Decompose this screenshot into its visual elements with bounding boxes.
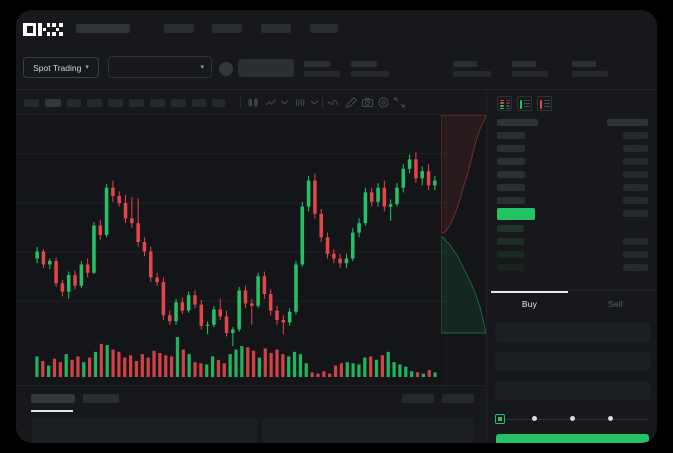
market-depth-overlay (441, 115, 486, 334)
orderbook-bid-row[interactable] (497, 251, 524, 258)
order-price-input[interactable] (495, 323, 650, 342)
orderbook-size-row (623, 238, 648, 245)
orderbook-ask-row[interactable] (497, 184, 525, 191)
wave-chart-icon[interactable] (327, 96, 340, 109)
stat-last-price (304, 61, 340, 77)
orderbook-size-row (623, 132, 648, 139)
app-screen: Spot Trading ▾ ▾ (16, 10, 657, 443)
timeframe-3[interactable] (67, 99, 81, 107)
orderbook-ask-row[interactable] (497, 145, 525, 152)
orderbook-size-row (623, 264, 648, 271)
slider-handle[interactable] (495, 414, 505, 424)
timeframe-8[interactable] (171, 99, 186, 107)
slider-step-50[interactable] (570, 416, 575, 421)
order-amount-input[interactable] (495, 352, 650, 371)
fullscreen-icon[interactable] (393, 96, 406, 109)
chevron-down-icon[interactable] (278, 96, 291, 109)
orderbook-ask-row[interactable] (497, 197, 525, 204)
nav-item-5[interactable] (310, 24, 338, 33)
top-navigation-bar (16, 10, 657, 46)
pencil-draw-icon[interactable] (345, 96, 358, 109)
orderbook-mode-both[interactable] (497, 96, 512, 111)
bottom-content-right (262, 418, 474, 443)
buy-sell-tabs: Buy Sell (487, 290, 657, 318)
orderbook-header-left (497, 119, 538, 126)
orderbook-ask-row[interactable] (497, 171, 525, 178)
orderbook-ask-row[interactable] (497, 158, 525, 165)
orderbook-mode-bids[interactable] (517, 96, 532, 111)
nav-item-3[interactable] (212, 24, 242, 33)
candlestick-chart (16, 115, 447, 385)
nav-item-1[interactable] (76, 24, 130, 33)
tab-sell[interactable]: Sell (608, 299, 623, 309)
camera-snapshot-icon[interactable] (361, 96, 374, 109)
bottom-content-left (32, 418, 257, 443)
orderbook-bid-row[interactable] (497, 225, 524, 232)
trading-pair-select[interactable]: ▾ (108, 56, 212, 78)
timeframe-2[interactable] (45, 99, 61, 107)
settings-gear-icon[interactable] (377, 96, 390, 109)
orderbook-size-row (623, 197, 648, 204)
slider-step-25[interactable] (532, 416, 537, 421)
stat-24h-high (453, 61, 491, 77)
timeframe-4[interactable] (87, 99, 102, 107)
coin-avatar (219, 62, 233, 76)
bottom-action-2[interactable] (442, 394, 474, 403)
stat-24h-volume (572, 61, 608, 77)
orderbook-mode-asks[interactable] (537, 96, 552, 111)
place-buy-order-button[interactable] (496, 434, 649, 443)
timeframe-5[interactable] (108, 99, 123, 107)
okx-logo[interactable] (23, 23, 63, 36)
nav-item-2[interactable] (164, 24, 194, 33)
orderbook-size-row (623, 158, 648, 165)
orderbook-header-right (607, 119, 648, 126)
order-panel: Buy Sell (486, 90, 657, 443)
orderbook-view-modes (497, 96, 552, 111)
stat-24h-change (351, 61, 389, 77)
timeframe-1[interactable] (24, 99, 39, 107)
tab-buy[interactable]: Buy (521, 299, 538, 309)
orderbook-size-row (623, 184, 648, 191)
timeframe-7[interactable] (150, 99, 165, 107)
timeframe-6[interactable] (129, 99, 144, 107)
candlestick-chart-icon[interactable] (247, 96, 260, 109)
slider-step-75[interactable] (608, 416, 613, 421)
orderbook-size-row (623, 171, 648, 178)
orderbook-bid-row[interactable] (497, 264, 524, 271)
orderbook-bid-row[interactable] (497, 238, 524, 245)
tab-order-history[interactable] (83, 394, 119, 403)
timeframe-10[interactable] (212, 99, 225, 107)
indicators-icon[interactable] (294, 96, 307, 109)
orderbook-size-row (623, 145, 648, 152)
price-chart-panel[interactable] (16, 115, 486, 385)
nav-item-4[interactable] (261, 24, 291, 33)
tab-open-orders[interactable] (31, 394, 75, 403)
market-type-selector[interactable]: Spot Trading ▾ (23, 57, 99, 78)
ticker-bar: Spot Trading ▾ ▾ (16, 46, 657, 90)
chevron-down-icon[interactable] (308, 96, 321, 109)
chevron-down-icon: ▾ (200, 64, 204, 71)
active-tab-indicator (31, 410, 73, 412)
chevron-down-icon: ▾ (85, 64, 89, 71)
stat-24h-low (512, 61, 548, 77)
active-tab-indicator (491, 291, 568, 293)
line-chart-icon[interactable] (265, 96, 278, 109)
orderbook-size-row (623, 251, 648, 258)
orders-panel (16, 385, 486, 443)
chart-toolbar (16, 90, 486, 115)
orderbook-ask-row[interactable] (497, 132, 525, 139)
market-type-label: Spot Trading (33, 62, 82, 73)
order-total-input[interactable] (495, 381, 650, 400)
orderbook-size-row (623, 210, 648, 217)
bottom-action-1[interactable] (402, 394, 434, 403)
trading-pair-label (238, 59, 294, 77)
orderbook-last-price-row[interactable] (497, 208, 535, 220)
timeframe-9[interactable] (192, 99, 206, 107)
